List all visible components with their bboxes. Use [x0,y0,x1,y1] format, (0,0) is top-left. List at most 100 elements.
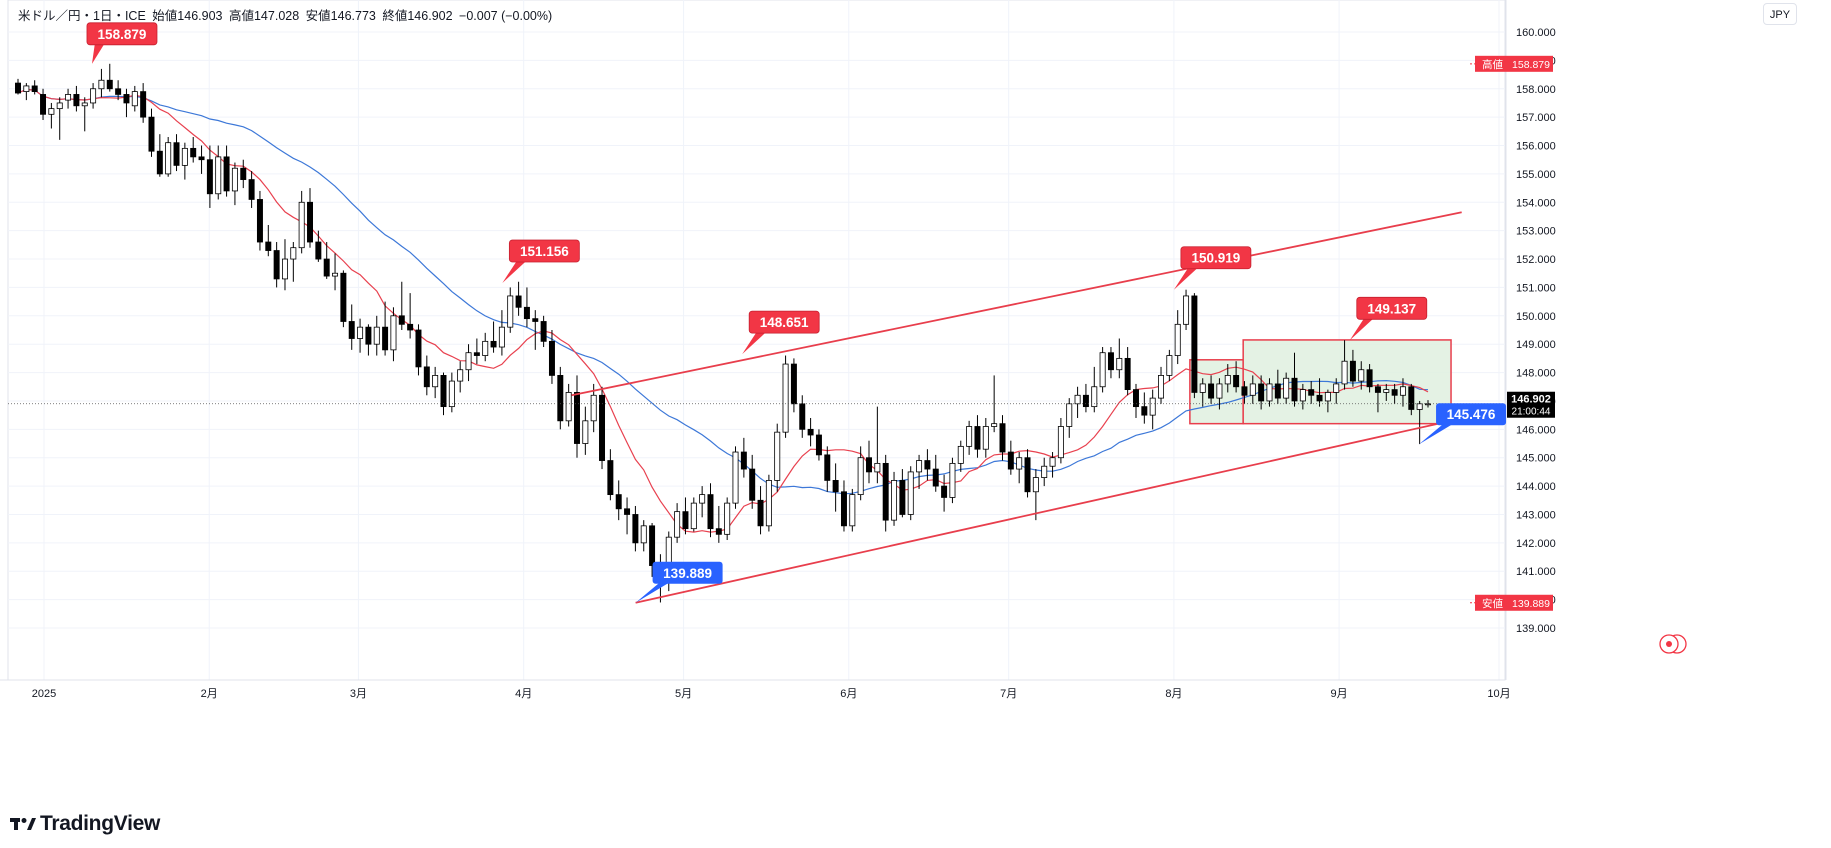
candle-body [557,375,564,422]
candle-body [1124,357,1131,390]
candle-up [448,372,455,413]
candle-down [1391,383,1398,404]
tradingview-icon [10,818,36,830]
price-tag-box [1507,391,1555,418]
y-tick-label: 160.000 [1516,27,1556,39]
candle-body [81,102,88,107]
candle-up [465,344,472,382]
candle-body [298,201,305,249]
candle-up [1032,469,1039,521]
marker-box [1475,594,1553,611]
candle-body [1316,394,1323,402]
candle-down [824,446,831,492]
trendline [635,419,1452,604]
candle-body [1133,389,1139,408]
high-price-marker: 高値 158.879 [1470,55,1553,72]
candle-body [1082,394,1089,408]
candle-up [916,454,923,489]
candle-down [256,190,263,251]
candle-body [1208,383,1215,399]
candle-body [307,201,313,243]
candle-up [732,446,739,509]
y-tick-label: 139.000 [1516,623,1556,635]
candle-body [340,272,347,322]
candle-body [966,426,973,447]
candle-up [457,361,464,393]
candle-body [1183,295,1190,325]
candle-body [640,525,647,544]
candle-down [423,355,430,396]
candle-up [81,97,88,132]
open-label: 始値 [152,9,178,23]
candle-up [1299,383,1306,410]
candle-body [590,394,597,422]
candle-up [482,332,489,362]
close-value: 146.902 [407,9,453,23]
candle-body [273,250,280,280]
candle-down [1291,352,1298,407]
candle-body [448,380,455,408]
tradingview-logo[interactable]: TradingView [10,812,160,836]
candle-body [916,460,923,473]
marker-box [1475,55,1553,72]
candle-body [181,147,188,166]
candle-down [315,230,322,262]
currency-button[interactable]: JPY [1763,3,1797,25]
candle-body [1224,375,1231,385]
x-tick-label: 6月 [840,688,857,700]
candle-down [15,78,21,95]
y-tick-label: 155.000 [1516,169,1556,181]
candle-body [532,318,539,322]
price-callout: 151.156 [502,239,580,284]
open-value: 146.903 [177,9,223,23]
candle-down [148,108,155,157]
candle-up [565,383,572,427]
candle-up [1183,289,1190,330]
candle-up [48,102,55,129]
candle-body [941,485,948,498]
candle-body [1391,389,1398,396]
candle-up [298,190,305,254]
x-tick-label: 7月 [1000,688,1017,700]
candle-up [357,318,364,353]
candle-up [774,423,781,492]
candle-body [632,514,639,544]
candle-body [1358,369,1365,382]
candle-down [40,88,47,120]
candle-body [515,295,522,308]
candle-body [1199,383,1206,393]
candle-body [1266,383,1273,402]
candle-body [599,394,606,461]
candle-body [165,142,172,175]
callout-pointer [635,581,671,603]
candle-up [1066,398,1073,438]
candle-up [1074,386,1081,418]
candle-up [765,474,772,532]
candle-body [540,321,547,342]
candle-body [1024,457,1031,493]
candle-up [1116,338,1123,379]
marker-label: 高値 [1482,58,1504,71]
candle-body [749,468,756,501]
candle-down [307,188,313,248]
candle-body [457,369,464,382]
callout-box [86,22,158,46]
candle-down [1316,378,1323,407]
candle-down [140,83,147,123]
candle-body [90,88,97,104]
callout-pointer [1349,317,1375,341]
candle-up [90,83,97,109]
candle-up [1399,378,1406,407]
candle-down [924,449,931,481]
candle-up [891,471,898,526]
candle-body [440,375,447,408]
candle-body [1074,394,1081,405]
target-icon[interactable] [1659,634,1687,654]
y-tick-label: 146.000 [1516,424,1556,436]
y-tick-label: 158.000 [1516,84,1556,96]
candle-down [832,463,839,512]
candle-down [607,449,614,501]
candle-down [1233,361,1240,393]
candle-up [131,85,138,112]
